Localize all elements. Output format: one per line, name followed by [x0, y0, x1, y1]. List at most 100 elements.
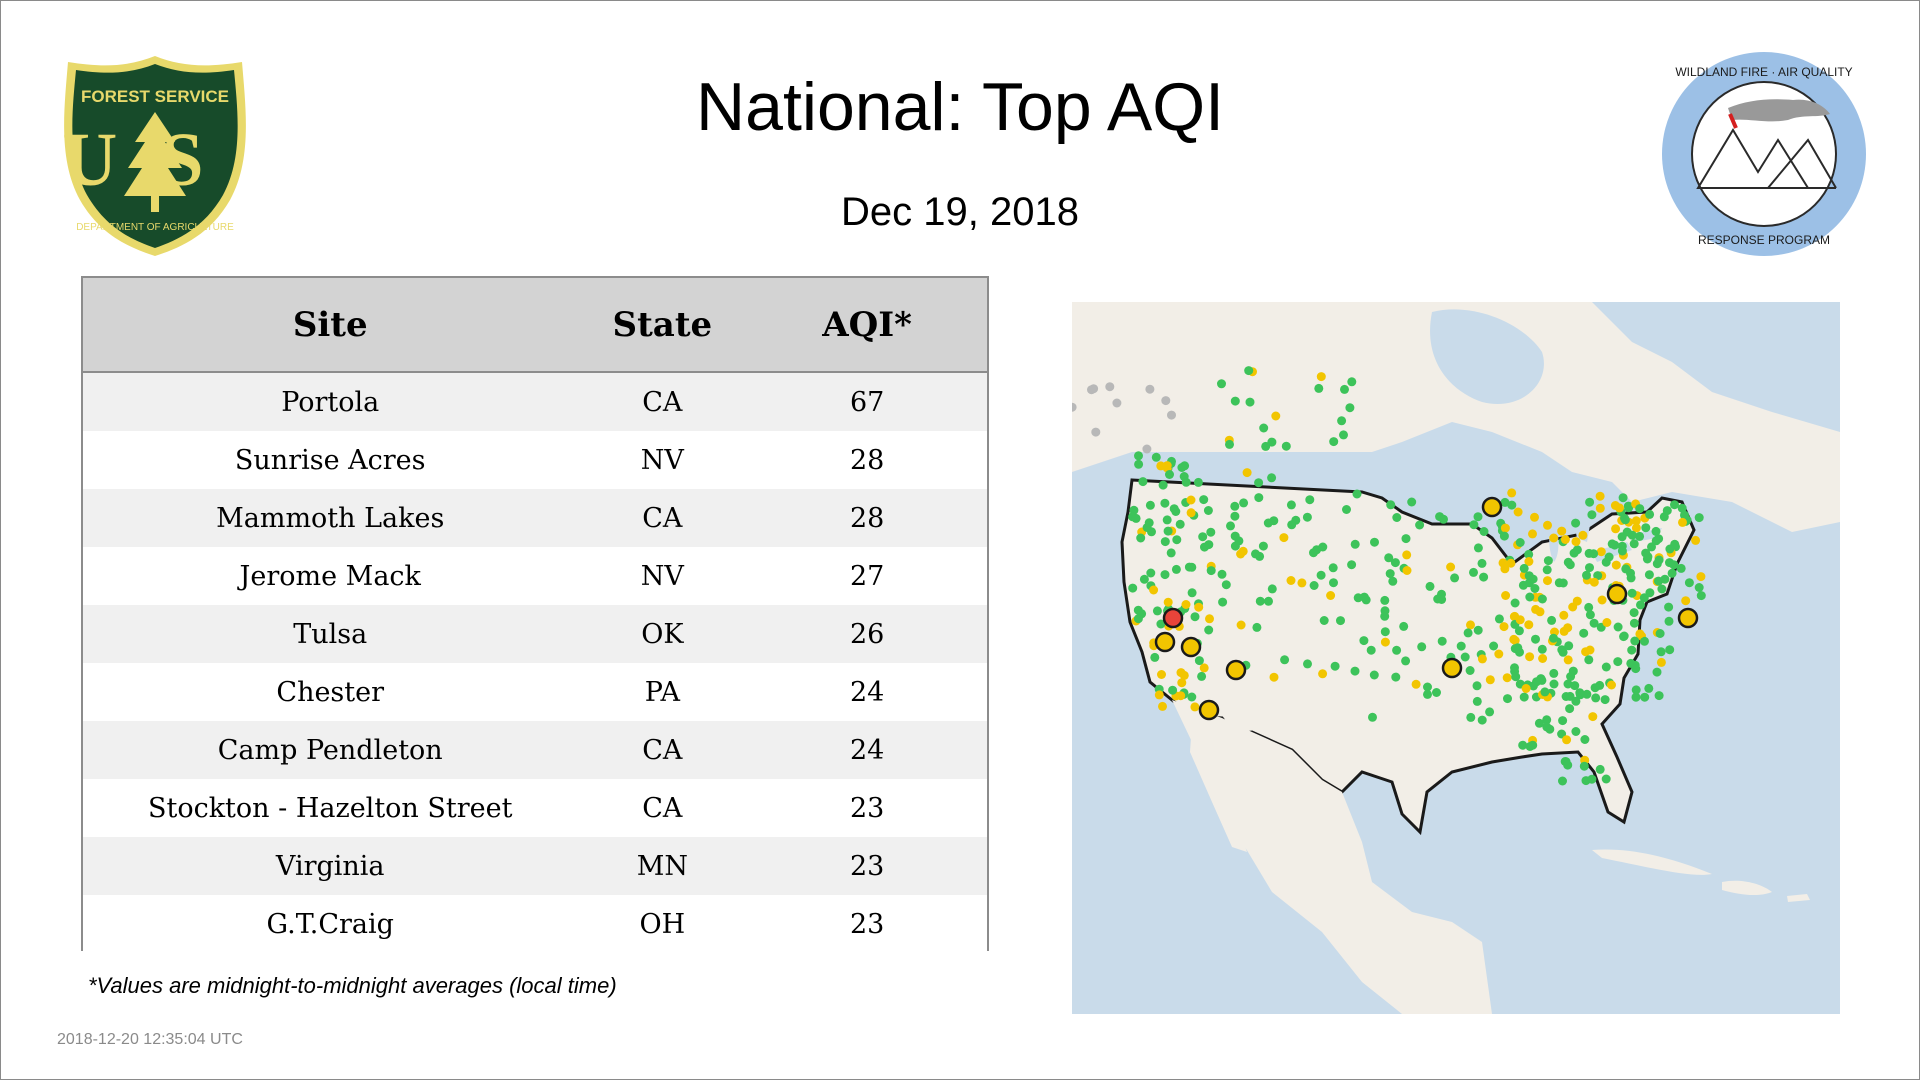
- monitor-dot: [1617, 532, 1627, 542]
- cell-state: NV: [640, 444, 684, 476]
- monitor-dot: [1305, 495, 1315, 505]
- monitor-dot: [1160, 537, 1170, 547]
- monitor-dot: [1267, 584, 1277, 594]
- monitor-dot: [1557, 526, 1567, 536]
- monitor-dot: [1571, 518, 1581, 528]
- monitor-dot: [1318, 669, 1328, 679]
- monitor-dot: [1198, 532, 1208, 542]
- monitor-dot: [1149, 585, 1159, 595]
- monitor-dot: [1477, 715, 1487, 725]
- monitor-dot: [1463, 628, 1473, 638]
- monitor-dot: [1507, 488, 1517, 498]
- monitor-dot: [1369, 670, 1379, 680]
- monitor-dot: [1560, 535, 1570, 544]
- monitor-dot: [1538, 654, 1548, 663]
- monitor-dot: [1543, 576, 1552, 586]
- monitor-dots: [1072, 366, 1706, 786]
- monitor-dot: [1181, 477, 1191, 487]
- generated-timestamp: 2018-12-20 12:35:04 UTC: [57, 1031, 243, 1048]
- monitor-dot: [1206, 527, 1216, 537]
- monitor-dot: [1528, 740, 1538, 750]
- monitor-dot: [1514, 626, 1524, 636]
- monitor-dot: [1588, 712, 1598, 722]
- monitor-dot: [1072, 402, 1077, 412]
- cell-aqi: 23: [849, 850, 885, 882]
- monitor-dot: [1251, 549, 1260, 559]
- monitor-dot: [1473, 543, 1483, 553]
- monitor-dot: [1563, 760, 1573, 770]
- header-aqi: AQI*: [822, 304, 912, 345]
- monitor-dot: [1562, 735, 1572, 745]
- monitor-dot: [1678, 517, 1687, 527]
- cell-aqi: 23: [849, 792, 885, 824]
- monitor-dot: [1524, 620, 1534, 630]
- monitor-dot: [1411, 679, 1421, 689]
- monitor-dot: [1676, 563, 1686, 573]
- monitor-dot: [1554, 578, 1564, 588]
- monitor-dot: [1162, 461, 1172, 471]
- monitor-dot: [1152, 606, 1162, 616]
- monitor-dot: [1091, 427, 1101, 437]
- monitor-dot: [1105, 382, 1115, 392]
- monitor-dot: [1167, 410, 1176, 420]
- monitor-dot: [1380, 606, 1390, 616]
- monitor-dot: [1656, 657, 1666, 667]
- monitor-dot: [1151, 452, 1161, 462]
- top-site-marker: [1606, 583, 1628, 605]
- monitor-dot: [1352, 489, 1362, 499]
- monitor-dot: [1329, 437, 1339, 447]
- monitor-dot: [1345, 403, 1355, 413]
- monitor-dot: [1627, 530, 1637, 540]
- monitor-dot: [1547, 615, 1557, 625]
- monitor-dot: [1156, 619, 1166, 629]
- monitor-dot: [1417, 642, 1427, 652]
- monitor-dot: [1465, 666, 1475, 675]
- monitor-dot: [1513, 507, 1523, 517]
- monitor-dot: [1139, 574, 1149, 584]
- header-state: State: [612, 304, 713, 345]
- monitor-dot: [1264, 596, 1273, 606]
- monitor-dot: [1336, 616, 1345, 626]
- monitor-dot: [1319, 616, 1329, 625]
- monitor-dot: [1261, 441, 1271, 451]
- monitor-dot: [1157, 670, 1166, 679]
- monitor-dot: [1655, 629, 1665, 638]
- top-aqi-table: Site State AQI* Portola CA 67 Sunrise Ac…: [81, 276, 989, 953]
- monitor-dot: [1142, 444, 1152, 454]
- monitor-dot: [1590, 683, 1600, 693]
- top-site-marker: [1225, 659, 1247, 681]
- table-row: Sunrise Acres NV 28: [83, 431, 987, 489]
- monitor-dot: [1566, 672, 1576, 681]
- monitor-dot: [1187, 692, 1197, 702]
- monitor-dot: [1485, 675, 1495, 685]
- cell-site: Portola: [281, 386, 380, 418]
- monitor-dot: [1543, 556, 1553, 566]
- monitor-dot: [1169, 504, 1179, 514]
- monitor-dot: [1578, 530, 1588, 540]
- monitor-dot: [1460, 652, 1470, 662]
- monitor-dot: [1204, 540, 1214, 550]
- monitor-dot: [1694, 513, 1704, 523]
- cell-state: OK: [641, 618, 684, 650]
- top-site-marker: [1162, 607, 1184, 629]
- monitor-dot: [1499, 531, 1509, 541]
- monitor-dot: [1137, 609, 1147, 619]
- monitor-dot: [1225, 439, 1234, 449]
- monitor-dot: [1587, 510, 1597, 520]
- monitor-dot: [1433, 594, 1443, 604]
- monitor-dot: [1500, 497, 1510, 507]
- monitor-dot: [1640, 692, 1650, 702]
- monitor-dot: [1423, 682, 1432, 692]
- monitor-dot: [1156, 461, 1166, 471]
- monitor-dot: [1511, 672, 1521, 682]
- monitor-dot: [1385, 569, 1395, 579]
- monitor-dot: [1587, 774, 1597, 784]
- monitor-dot: [1691, 535, 1701, 545]
- monitor-dot: [1466, 620, 1475, 630]
- monitor-dot: [1518, 740, 1528, 750]
- monitor-dot: [1230, 511, 1240, 521]
- monitor-dot: [1595, 764, 1605, 774]
- cell-site: Sunrise Acres: [234, 444, 426, 476]
- monitor-dot: [1158, 480, 1168, 490]
- monitor-dot: [1328, 563, 1338, 573]
